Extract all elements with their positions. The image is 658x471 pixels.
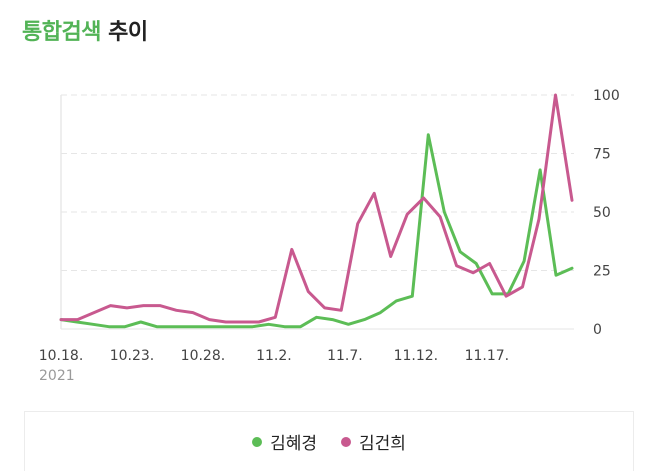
legend-label: 김혜경 xyxy=(270,434,317,454)
y-tick-label: 75 xyxy=(593,147,611,163)
x-axis-ticks: 10.18. 10.23. 10.28. 11.2. 11.7. 11.12. 11.17. xyxy=(39,348,509,364)
legend-dot-icon xyxy=(341,436,351,447)
chart-title-rest: 추이 xyxy=(100,20,148,45)
y-tick-label: 25 xyxy=(593,264,611,280)
y-axis-ticks: 0 25 50 75 100 xyxy=(593,88,620,338)
x-tick-label: 11.12. xyxy=(394,348,439,364)
series-line-2 xyxy=(59,93,574,324)
y-tick-label: 100 xyxy=(593,88,620,104)
chart-title-accent: 통합검색 xyxy=(22,20,101,45)
x-tick-label: 11.7. xyxy=(327,348,363,364)
legend-label: 김건희 xyxy=(359,434,406,454)
grid-lines xyxy=(60,94,574,330)
legend-dot-icon xyxy=(252,436,263,447)
x-axis-year-label: 2021 xyxy=(39,368,75,384)
x-tick-label: 11.2. xyxy=(256,348,292,364)
y-tick-label: 50 xyxy=(593,205,611,221)
y-tick-label: 0 xyxy=(593,322,602,338)
legend-item-series-2[interactable]: 김건희 xyxy=(341,429,406,454)
chart-legend: 김혜경 김건희 xyxy=(24,411,634,471)
x-tick-label: 10.28. xyxy=(181,348,226,364)
chart-title: 통합검색 추이 xyxy=(22,14,148,46)
series-lines xyxy=(59,93,574,329)
x-tick-label: 11.17. xyxy=(465,348,510,364)
x-tick-label: 10.23. xyxy=(110,348,155,364)
legend-item-series-1[interactable]: 김혜경 xyxy=(252,429,317,454)
x-tick-label: 10.18. xyxy=(39,348,84,364)
series-line-1 xyxy=(59,133,574,329)
